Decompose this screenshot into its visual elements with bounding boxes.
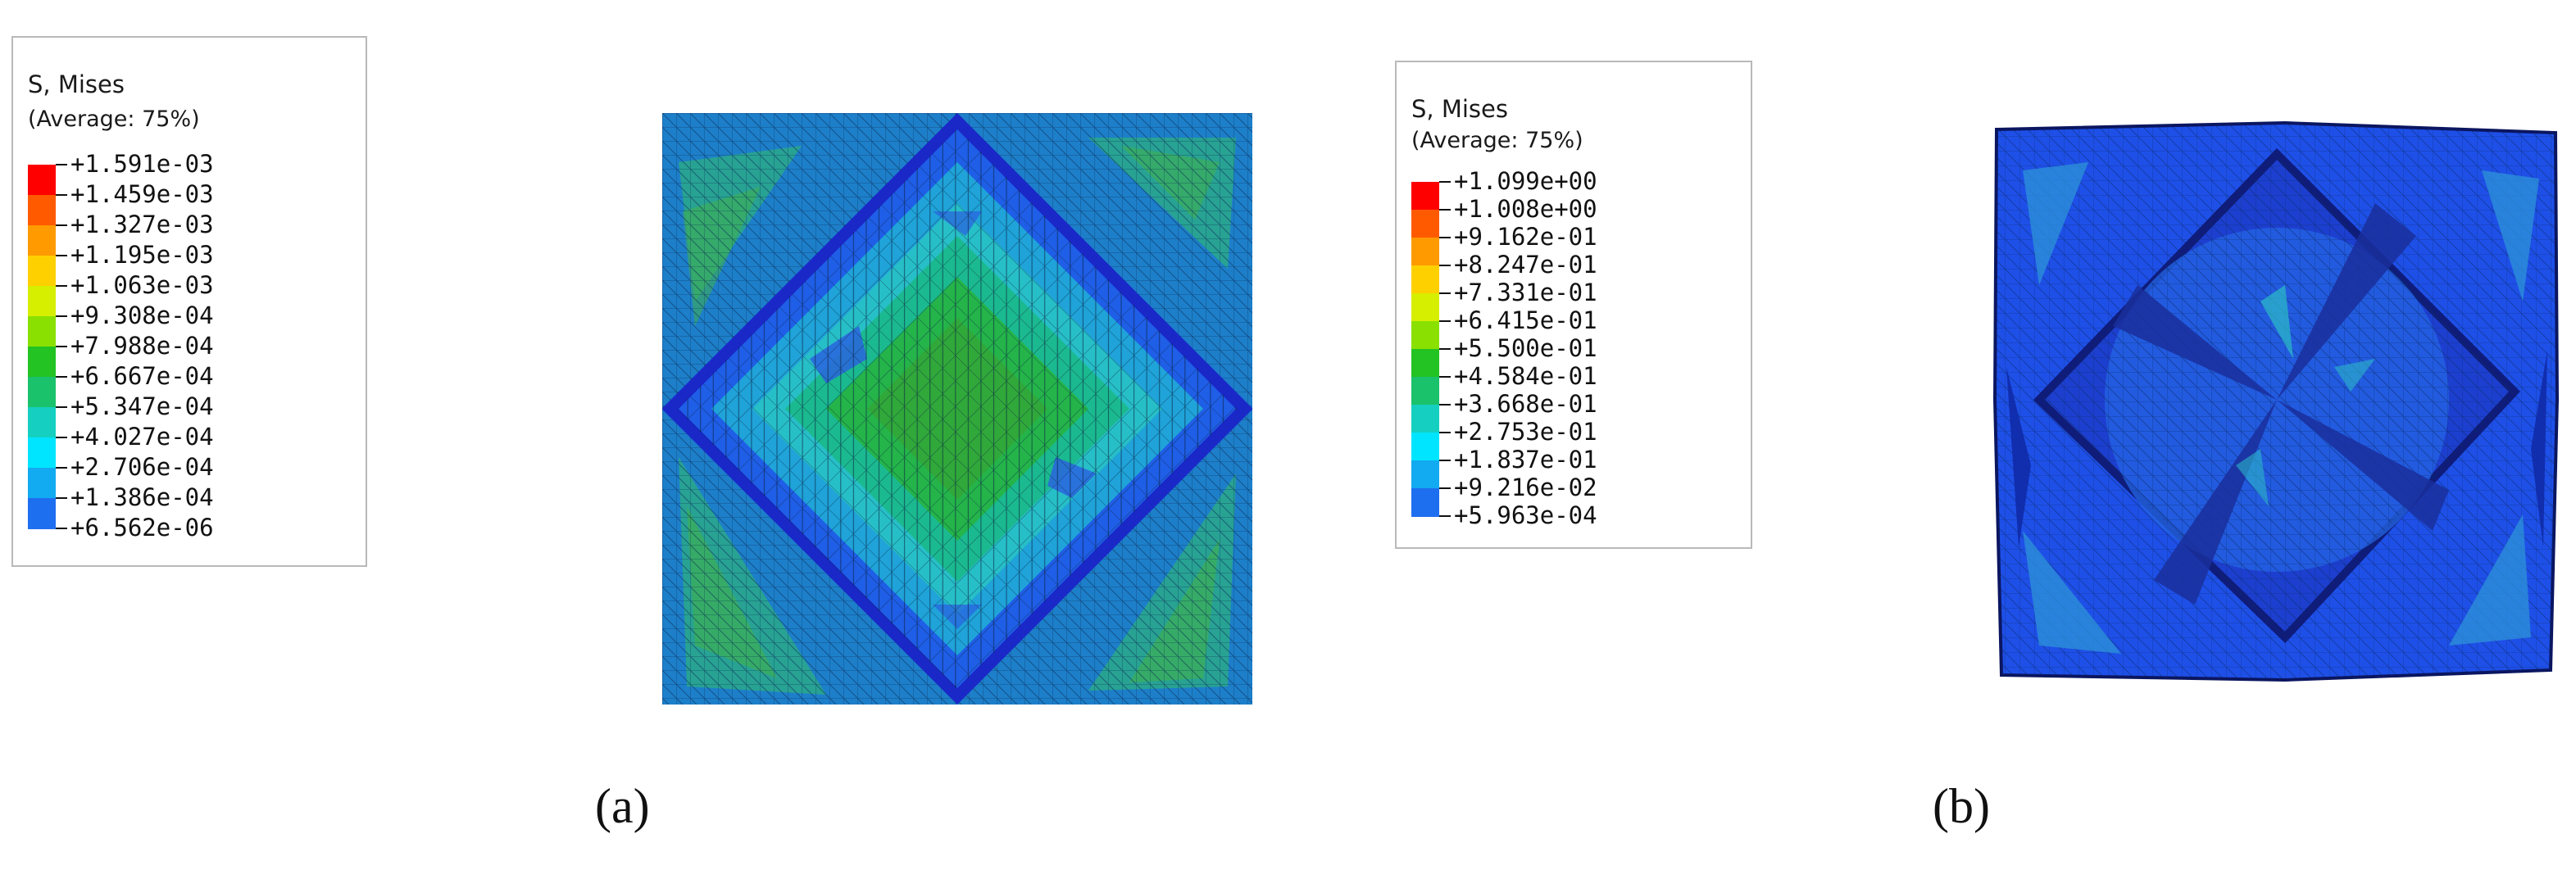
legend-color-band [1411,293,1439,322]
legend-color-band [28,498,56,529]
legend-tick [56,315,67,317]
legend-color-band [28,256,56,287]
legend-tick [56,224,67,226]
legend-value-label: +1.386e-04 [70,483,214,511]
legend-value-label: +6.415e-01 [1454,306,1597,334]
legend-b-title: S, Mises [1411,95,1508,123]
legend-value-label: +1.195e-03 [70,241,214,269]
legend-value-label: +9.216e-02 [1454,474,1597,501]
legend-value-label: +8.247e-01 [1454,251,1597,279]
legend-b-subtitle: (Average: 75%) [1411,128,1583,153]
legend-value-label: +1.327e-03 [70,211,214,238]
legend-value-label: +1.099e+00 [1454,167,1597,195]
legend-value-label: +5.500e-01 [1454,334,1597,362]
legend-color-band [1411,460,1439,489]
legend-color-band [1411,377,1439,406]
legend-tick [56,497,67,499]
legend-tick [56,285,67,287]
legend-a-title: S, Mises [28,70,125,98]
legend-value-label: +1.008e+00 [1454,195,1597,223]
legend-color-band [1411,433,1439,461]
legend-tick [56,194,67,196]
legend-color-band [1411,238,1439,266]
legend-value-label: +9.308e-04 [70,301,214,329]
stress-contour-plot-a [662,113,1252,705]
legend-value-label: +5.347e-04 [70,392,214,420]
legend-value-label: +2.706e-04 [70,453,214,481]
legend-tick [56,346,67,347]
legend-tick [56,528,67,529]
legend-value-label: +1.837e-01 [1454,446,1597,474]
legend-tick [1439,432,1451,433]
legend-tick [56,255,67,256]
legend-color-band [1411,321,1439,350]
legend-b: S, Mises (Average: 75%) +1.099e+00 +1.008… [1395,61,1752,549]
legend-value-label: +3.668e-01 [1454,390,1597,418]
legend-color-band [1411,182,1439,211]
legend-value-label: +2.753e-01 [1454,418,1597,446]
legend-color-band [1411,405,1439,433]
stress-contour-plot-b [1992,121,2560,682]
legend-color-band [28,225,56,256]
legend-color-band [1411,265,1439,294]
legend-value-label: +1.063e-03 [70,271,214,299]
legend-value-label: +6.667e-04 [70,362,214,390]
legend-tick [1439,376,1451,378]
legend-color-band [1411,349,1439,378]
legend-color-band [1411,210,1439,238]
legend-color-band [28,195,56,226]
legend-tick [1439,404,1451,406]
legend-color-band [28,407,56,438]
legend-tick [1439,181,1451,183]
legend-color-band [1411,488,1439,517]
legend-color-band [28,316,56,347]
legend-a: S, Mises (Average: 75%) +1.591e-03 +1.459… [11,36,367,567]
legend-tick [1439,460,1451,461]
legend-tick [56,406,67,408]
legend-value-label: +7.331e-01 [1454,279,1597,306]
legend-value-label: +9.162e-01 [1454,223,1597,251]
legend-tick [56,164,67,165]
legend-value-label: +1.459e-03 [70,180,214,208]
legend-color-band [28,347,56,378]
legend-tick [56,437,67,438]
legend-tick [1439,515,1451,517]
legend-value-label: +4.584e-01 [1454,362,1597,390]
legend-tick [1439,487,1451,489]
legend-tick [1439,265,1451,266]
legend-color-band [28,468,56,499]
legend-tick [1439,237,1451,238]
legend-a-subtitle: (Average: 75%) [28,106,200,132]
legend-tick [1439,209,1451,211]
legend-tick [1439,320,1451,322]
legend-value-label: +1.591e-03 [70,150,214,178]
legend-color-band [28,437,56,469]
legend-tick [56,376,67,378]
legend-tick [1439,292,1451,294]
legend-value-label: +4.027e-04 [70,423,214,451]
legend-value-label: +7.988e-04 [70,332,214,360]
legend-color-band [28,165,56,196]
legend-color-band [28,286,56,317]
legend-value-label: +5.963e-04 [1454,501,1597,529]
legend-color-band [28,377,56,408]
panel-a-caption: (a) [595,779,650,833]
legend-tick [56,467,67,469]
panel-b-caption: (b) [1933,779,1990,833]
legend-tick [1439,348,1451,350]
legend-value-label: +6.562e-06 [70,514,214,541]
